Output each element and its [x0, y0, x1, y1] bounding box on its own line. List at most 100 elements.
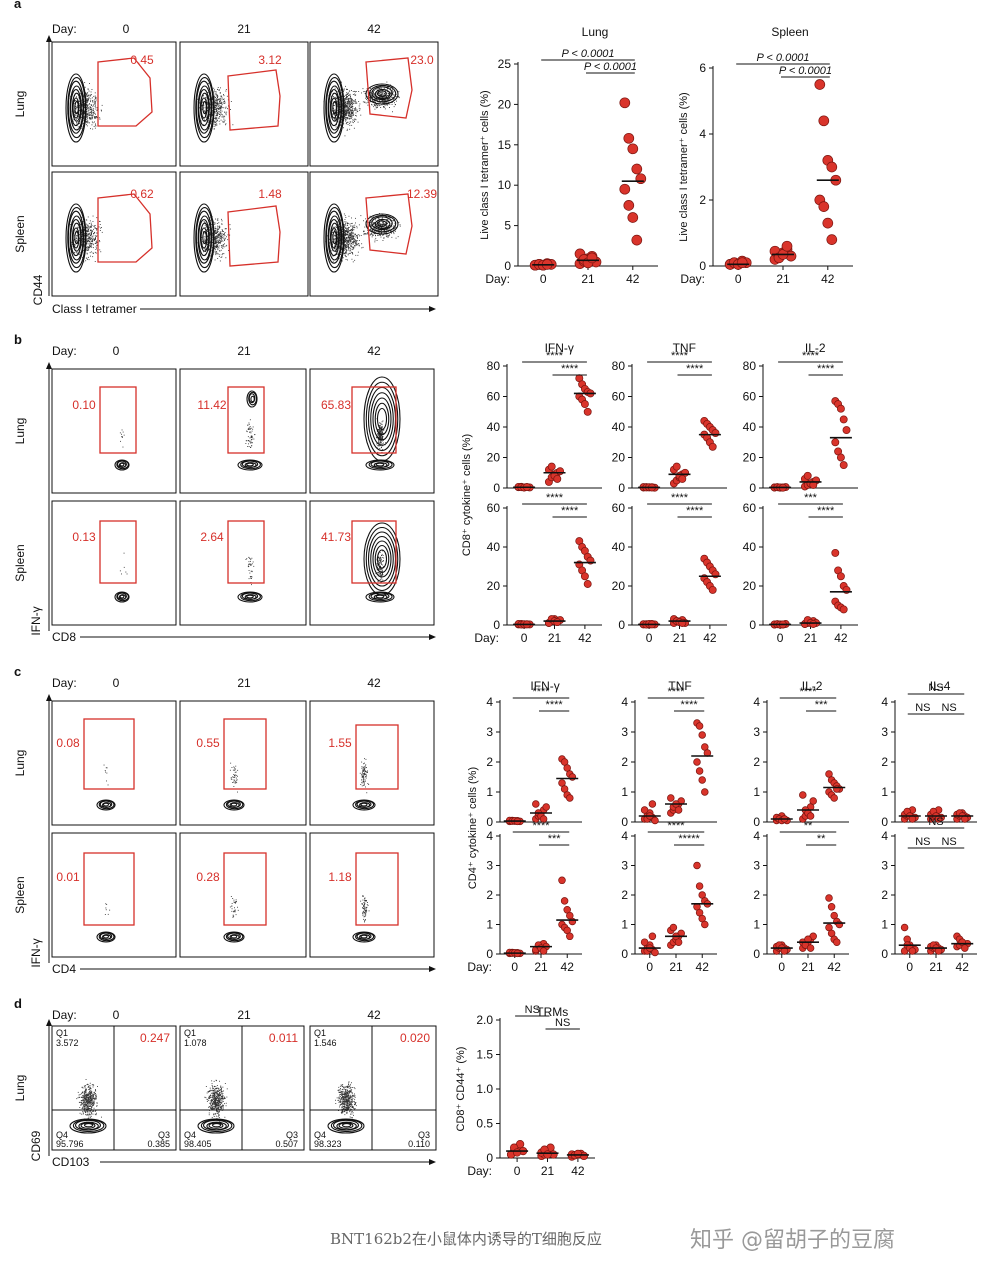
event-dot: [334, 254, 336, 255]
event-dot: [219, 108, 220, 110]
event-dot: [212, 239, 213, 241]
event-dot: [88, 112, 90, 114]
event-dot: [337, 106, 339, 108]
event-dot: [352, 253, 354, 255]
event-dot: [364, 897, 366, 899]
event-dot: [344, 224, 346, 226]
event-dot: [215, 232, 217, 234]
event-dot: [366, 906, 368, 908]
flow-plot: 0.28: [179, 832, 307, 958]
event-dot: [215, 91, 217, 93]
event-dot: [219, 231, 221, 233]
event-dot: [336, 246, 337, 248]
event-dot: [354, 108, 356, 110]
event-dot: [376, 443, 378, 445]
event-dot: [357, 238, 358, 239]
density-contour: [365, 381, 399, 457]
event-dot: [333, 114, 335, 116]
density-contour: [327, 85, 342, 131]
event-dot: [363, 768, 365, 770]
event-dot: [249, 437, 251, 439]
event-dot: [214, 242, 216, 244]
event-dot: [332, 242, 333, 244]
event-dot: [345, 99, 347, 100]
event-dot: [96, 1105, 98, 1107]
event-dot: [340, 218, 342, 220]
event-dot: [216, 236, 218, 238]
gate-polygon: [97, 193, 153, 263]
event-dot: [211, 97, 213, 99]
event-dot: [348, 109, 350, 111]
event-dot: [218, 117, 220, 119]
event-dot: [76, 226, 78, 228]
event-dot: [120, 440, 121, 442]
event-dot: [347, 245, 349, 246]
event-dot: [350, 100, 352, 102]
event-dot: [374, 239, 376, 241]
event-dot: [85, 119, 87, 121]
event-dot: [105, 903, 107, 905]
event-dot: [348, 241, 350, 242]
event-dot: [332, 232, 334, 233]
event-dot: [364, 915, 366, 917]
event-dot: [350, 239, 352, 241]
event-dot: [87, 116, 88, 118]
event-dot: [346, 112, 347, 113]
event-dot: [379, 448, 381, 449]
event-dot: [105, 767, 107, 769]
event-dot: [363, 908, 365, 909]
event-dot: [364, 102, 366, 103]
event-dot: [375, 227, 377, 228]
event-dot: [347, 222, 348, 224]
event-dot: [381, 436, 383, 437]
event-dot: [214, 232, 216, 234]
event-dot: [348, 98, 349, 99]
event-dot: [345, 109, 347, 111]
event-dot: [395, 96, 397, 97]
event-dot: [379, 560, 381, 561]
event-dot: [381, 440, 383, 442]
event-dot: [219, 123, 221, 125]
event-dot: [363, 916, 365, 918]
event-dot: [357, 111, 359, 112]
event-dot: [379, 96, 380, 98]
event-dot: [345, 252, 346, 253]
event-dot: [82, 94, 84, 96]
event-dot: [236, 782, 238, 784]
event-dot: [215, 98, 217, 100]
event-dot: [363, 773, 365, 774]
event-dot: [344, 104, 346, 106]
event-dot: [363, 774, 365, 776]
event-dot: [363, 763, 364, 765]
event-dot: [353, 100, 355, 102]
event-dot: [94, 96, 96, 98]
event-dot: [81, 244, 82, 246]
event-dot: [339, 112, 341, 114]
event-dot: [90, 91, 92, 93]
event-dot: [336, 103, 338, 105]
event-dot: [360, 215, 362, 217]
event-dot: [220, 99, 221, 101]
event-dot: [252, 437, 254, 439]
event-dot: [395, 230, 396, 232]
event-dot: [344, 230, 346, 232]
event-dot: [336, 221, 338, 222]
event-dot: [391, 232, 392, 234]
density-contour: [377, 220, 387, 227]
event-dot: [341, 116, 343, 117]
event-dot: [347, 89, 348, 90]
event-dot: [392, 101, 393, 103]
event-dot: [235, 899, 237, 901]
event-dot: [222, 240, 224, 242]
event-dot: [363, 220, 364, 222]
event-dot: [354, 121, 355, 122]
event-dot: [336, 100, 338, 102]
event-dot: [246, 558, 248, 560]
event-dot: [367, 100, 369, 102]
event-dot: [77, 120, 79, 122]
event-dot: [344, 252, 346, 254]
event-dot: [388, 228, 390, 230]
event-dot: [376, 224, 377, 226]
event-dot: [211, 105, 213, 107]
event-dot: [230, 109, 231, 110]
